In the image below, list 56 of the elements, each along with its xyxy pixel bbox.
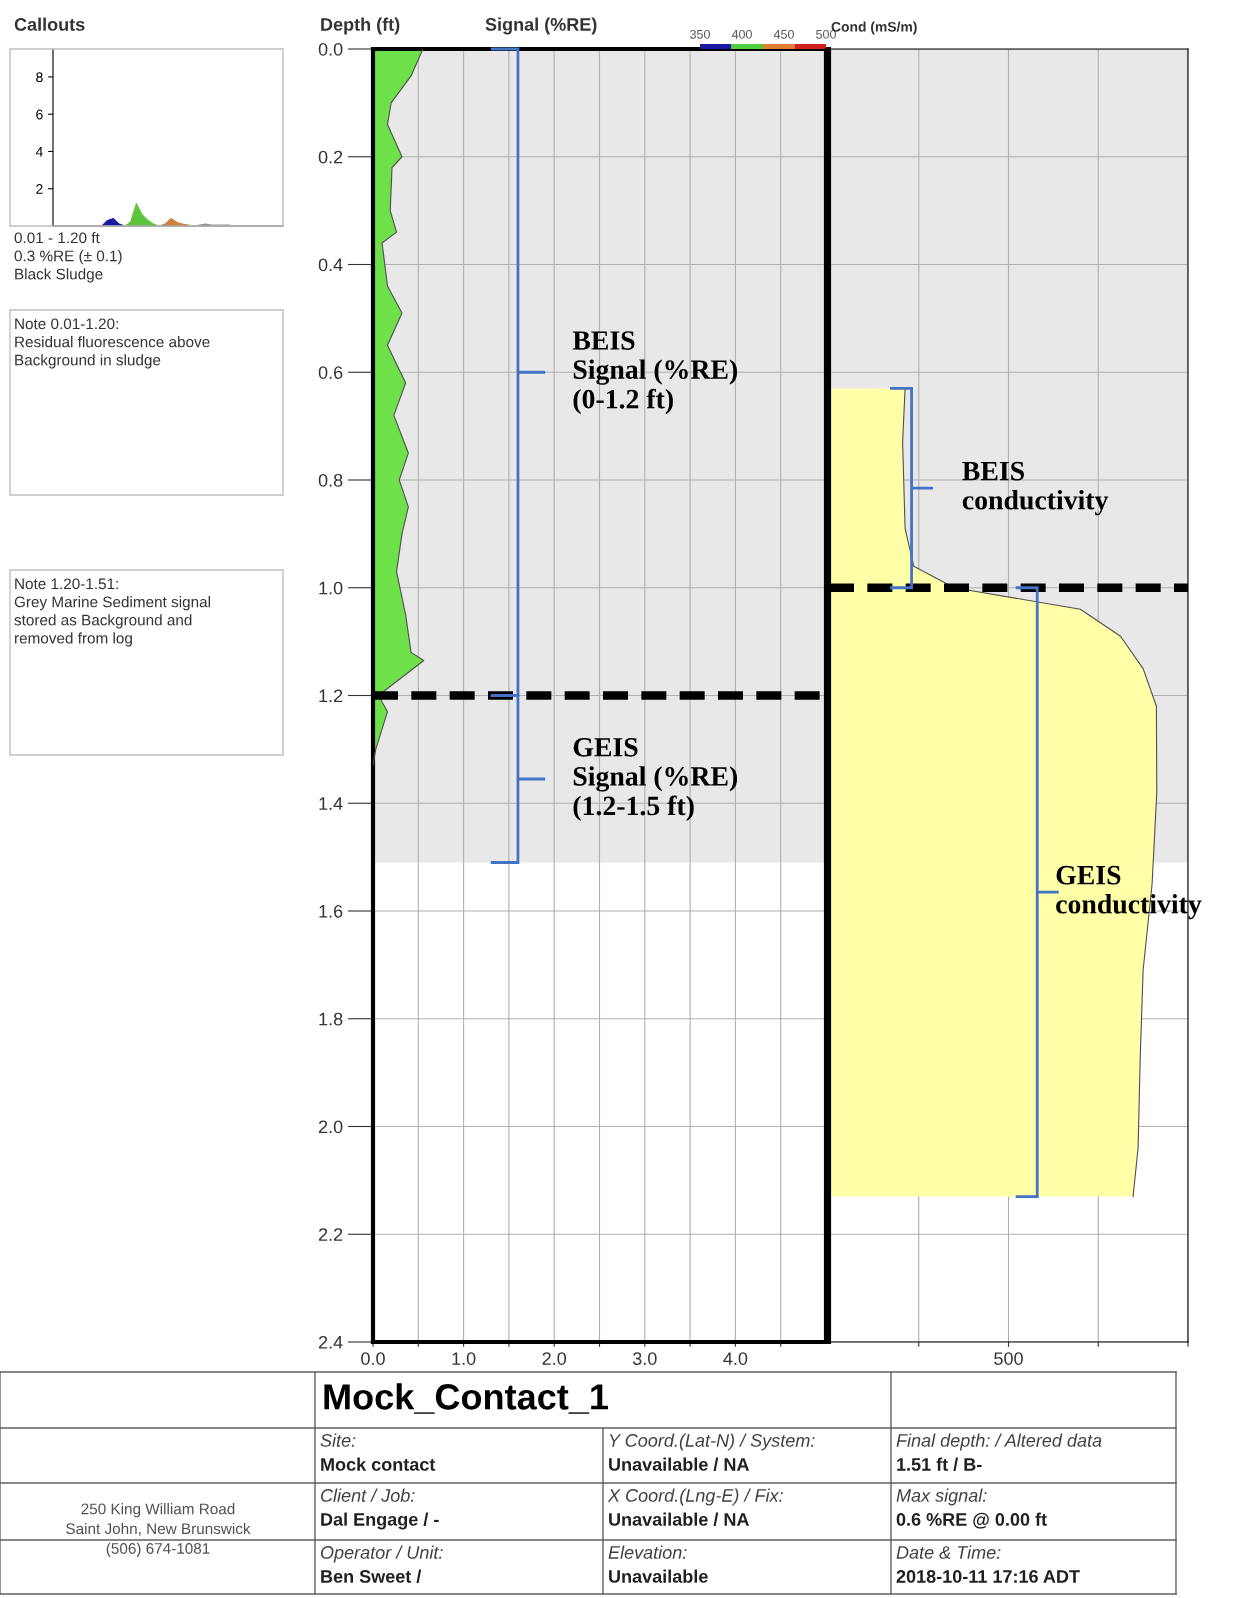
text: Unavailable / NA [609,1512,750,1527]
x-tick-label: 0.0 [361,1352,385,1365]
text: Mock_Contact_1 [324,1383,608,1414]
y-tick-label: 2.2 [318,1228,343,1241]
text: Elevation: [608,1545,687,1559]
color-bar-label: 400 [731,29,752,39]
y-tick-label: 0.2 [318,150,343,164]
y-tick-label: 1.8 [319,1012,343,1026]
y-tick-label: 1.6 [319,904,343,918]
y-axis-title: Depth (ft) [321,17,400,35]
text: Final depth: / Altered data [896,1433,1102,1451]
x-tick-label: 1.0 [452,1352,476,1365]
x-tick-label: 500 [994,1352,1023,1365]
y-tick-label: 2 [36,184,43,194]
text: X Coord.(Lng-E) / Fix: [607,1488,783,1506]
y-tick-label: 0.0 [318,42,343,56]
text: Unavailable / NA [609,1457,750,1472]
y-tick-label: 1.4 [319,797,343,810]
text: Max signal: [896,1488,987,1506]
text: 0.6 %RE @ 0.00 ft [896,1512,1047,1529]
y-tick-label: 0.4 [318,258,343,272]
y-tick-label: 0.8 [318,473,343,487]
y-tick-label: 8 [36,72,43,83]
x-tick-label: 2.0 [542,1352,567,1365]
chart-title: Callouts [14,17,85,31]
x-tick-label: 4.0 [723,1352,748,1365]
text: Y Coord.(Lat-N) / System: [609,1433,815,1451]
text: 2018-10-11 17:16 ADT [896,1570,1080,1583]
y-tick-label: 1.0 [319,581,343,595]
y-tick-label: 1.2 [319,689,343,703]
x-axis-title: Signal (%RE) [485,17,597,35]
text: Unavailable [609,1569,708,1583]
text: Mock contact [321,1457,436,1471]
text: Date & Time: [896,1545,1001,1559]
text: Client / Job: [321,1488,415,1502]
annotation: BEIS conductivity [962,461,1109,516]
annotation: GEIS Signal (%RE) (1.2-1.5 ft) [573,737,738,821]
text: Operator / Unit: [320,1545,443,1563]
text: Note 0.01-1.20: Residual fluorescence above Background in sludge [15,318,210,369]
y-tick-label: 0.6 [318,366,343,379]
text: 250 King William Road Saint John, New Brunswick (506) 674-1081 [66,1503,251,1557]
color-bar-label: 500 [816,29,836,39]
y-tick-label: 2.0 [318,1120,343,1134]
color-bar-label: 350 [690,29,710,39]
y-tick-label: 6 [36,109,43,120]
annotation: BEIS Signal (%RE) (0-1.2 ft) [572,331,738,415]
y-tick-label: 4 [35,146,43,157]
text: Dal Engage / - [321,1512,439,1530]
text: Note 1.20-1.51: Grey Marine Sediment signal stored as Background and removed from log [14,578,210,647]
y-tick-label: 2.4 [318,1335,343,1349]
x-tick-label: 3.0 [632,1352,657,1365]
text: Ben Sweet / [321,1569,422,1584]
text: 0.01 - 1.20 ft 0.3 %RE (± 0.1) Black Sludge [14,232,122,283]
color-bar-label: 450 [773,29,794,39]
text: Site: [320,1433,356,1447]
text: 1.51 ft / B- [897,1457,982,1472]
